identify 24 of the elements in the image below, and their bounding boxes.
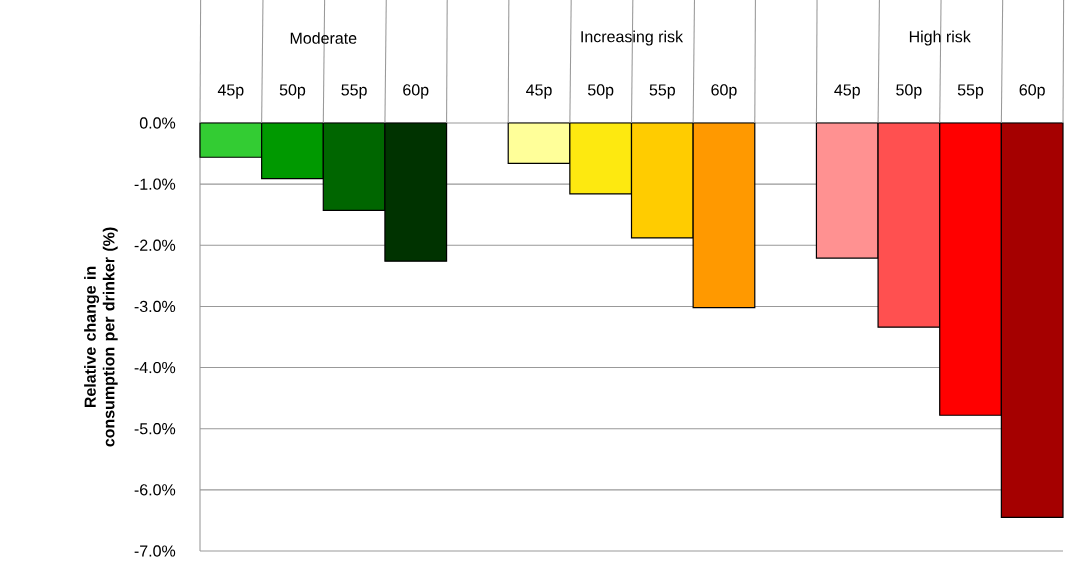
y-axis-title: Relative change in consumption per drinker (%) [84,227,118,447]
x-tick-label: 50p [896,84,922,99]
y-tick-label: -5.0% [134,423,176,435]
y-tick-label: -2.0% [134,239,176,251]
y-tick-label: -4.0% [134,361,176,374]
text: Moderate [290,32,357,44]
x-tick-label: 60p [711,84,737,99]
x-tick-label: 45p [526,84,552,99]
x-tick-label: 60p [403,84,429,99]
y-tick-label: -1.0% [134,178,176,190]
text: High risk [909,30,971,46]
y-tick-label: -7.0% [134,545,176,557]
y-tick-label: -6.0% [134,484,176,496]
x-tick-label: 55p [649,84,675,99]
x-tick-label: 50p [587,84,614,99]
x-tick-label: 50p [279,84,306,99]
y-tick-label: 0.0% [139,117,176,129]
text: Increasing risk [581,30,684,46]
x-tick-label: 55p [341,84,367,99]
y-tick-label: -3.0% [134,300,176,313]
x-tick-label: 45p [217,84,244,99]
x-tick-label: 55p [957,84,984,99]
x-tick-label: 60p [1019,84,1045,99]
x-tick-label: 45p [834,84,860,99]
